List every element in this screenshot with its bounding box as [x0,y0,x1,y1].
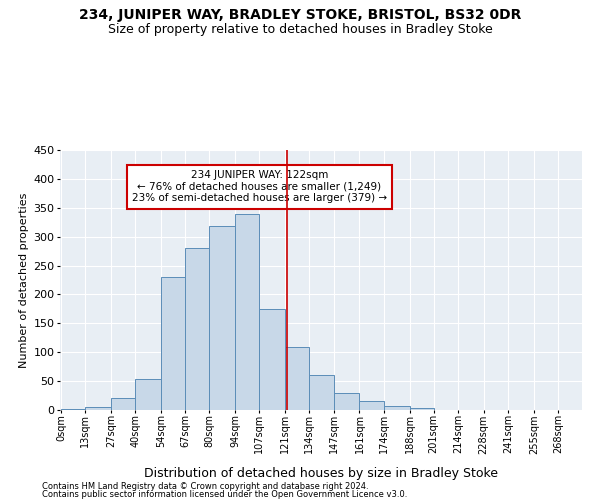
Text: Distribution of detached houses by size in Bradley Stoke: Distribution of detached houses by size … [144,467,498,480]
Bar [185,248,209,410]
Bar [85,406,111,410]
Bar [61,409,85,410]
Bar [310,376,334,410]
Text: Contains public sector information licensed under the Open Government Licence v3: Contains public sector information licen… [42,490,407,499]
Bar [161,277,185,410]
Text: 234 JUNIPER WAY: 122sqm
← 76% of detached houses are smaller (1,249)
23% of semi: 234 JUNIPER WAY: 122sqm ← 76% of detache… [132,170,387,203]
Text: 234, JUNIPER WAY, BRADLEY STOKE, BRISTOL, BS32 0DR: 234, JUNIPER WAY, BRADLEY STOKE, BRISTOL… [79,8,521,22]
Bar [286,347,310,410]
Bar [135,379,161,410]
Bar [111,398,135,410]
Bar [410,408,434,410]
Text: Contains HM Land Registry data © Crown copyright and database right 2024.: Contains HM Land Registry data © Crown c… [42,482,368,491]
Bar [383,406,410,410]
Bar [209,226,235,410]
Text: Size of property relative to detached houses in Bradley Stoke: Size of property relative to detached ho… [107,22,493,36]
Y-axis label: Number of detached properties: Number of detached properties [19,192,29,368]
Bar [259,309,286,410]
Bar [235,214,259,410]
Bar [334,392,359,410]
Bar [359,401,383,410]
